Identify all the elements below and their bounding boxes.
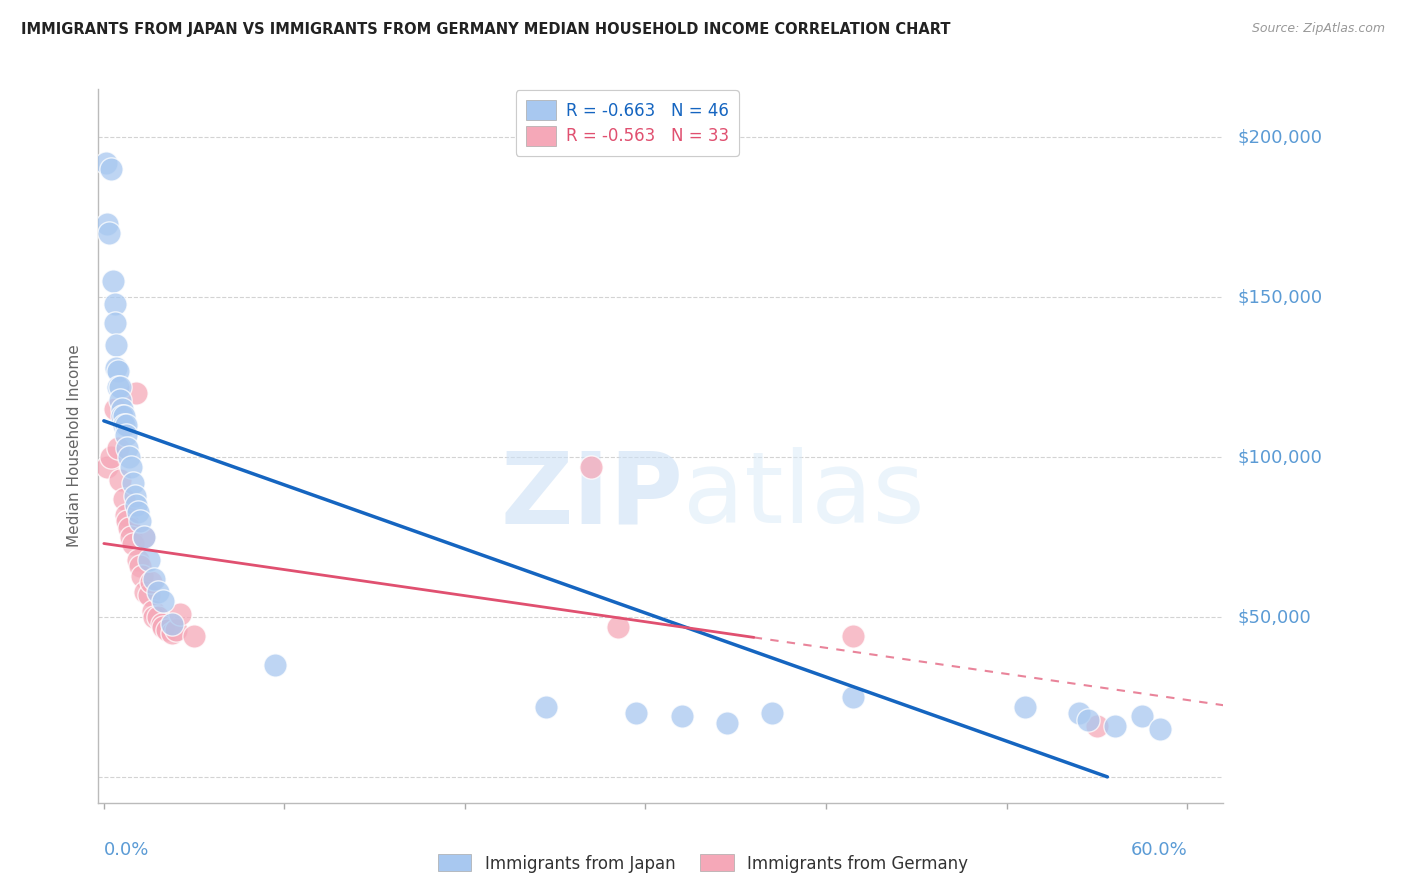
Point bbox=[112, 418, 135, 433]
Point bbox=[1104, 719, 1126, 733]
Point bbox=[143, 610, 166, 624]
Text: IMMIGRANTS FROM JAPAN VS IMMIGRANTS FROM GERMANY MEDIAN HOUSEHOLD INCOME CORRELA: IMMIGRANTS FROM JAPAN VS IMMIGRANTS FROM… bbox=[21, 22, 950, 37]
Point bbox=[114, 508, 136, 522]
Point bbox=[114, 418, 136, 433]
Point bbox=[96, 459, 118, 474]
Point bbox=[842, 629, 865, 643]
Point bbox=[125, 386, 148, 401]
Point bbox=[111, 409, 134, 423]
Text: $150,000: $150,000 bbox=[1237, 288, 1322, 306]
Point bbox=[129, 514, 152, 528]
Point bbox=[761, 706, 783, 721]
Point bbox=[626, 706, 648, 721]
Point bbox=[105, 360, 128, 375]
Point bbox=[1077, 713, 1099, 727]
Point bbox=[162, 626, 184, 640]
Point bbox=[162, 616, 184, 631]
Point bbox=[134, 584, 156, 599]
Point bbox=[581, 459, 603, 474]
Point bbox=[607, 620, 630, 634]
Point bbox=[716, 715, 738, 730]
Point bbox=[138, 552, 160, 566]
Point bbox=[139, 574, 162, 589]
Point bbox=[169, 607, 191, 621]
Point bbox=[142, 604, 165, 618]
Point bbox=[127, 505, 149, 519]
Point bbox=[124, 489, 146, 503]
Text: Source: ZipAtlas.com: Source: ZipAtlas.com bbox=[1251, 22, 1385, 36]
Point bbox=[1014, 699, 1036, 714]
Point bbox=[1085, 719, 1108, 733]
Point bbox=[118, 520, 141, 534]
Text: $50,000: $50,000 bbox=[1237, 608, 1310, 626]
Point bbox=[108, 473, 131, 487]
Point bbox=[146, 584, 169, 599]
Point bbox=[671, 709, 693, 723]
Point bbox=[129, 559, 152, 574]
Point bbox=[98, 226, 121, 240]
Point bbox=[108, 392, 131, 407]
Legend: R = -0.663   N = 46, R = -0.563   N = 33: R = -0.663 N = 46, R = -0.563 N = 33 bbox=[516, 90, 738, 155]
Point bbox=[131, 568, 153, 582]
Point bbox=[125, 498, 148, 512]
Point bbox=[112, 409, 135, 423]
Point bbox=[120, 530, 142, 544]
Point bbox=[101, 274, 124, 288]
Point bbox=[94, 156, 117, 170]
Text: atlas: atlas bbox=[683, 448, 925, 544]
Point bbox=[143, 572, 166, 586]
Point bbox=[104, 316, 127, 330]
Point bbox=[100, 450, 122, 465]
Point bbox=[104, 296, 127, 310]
Point bbox=[132, 530, 155, 544]
Point bbox=[96, 217, 118, 231]
Point bbox=[120, 459, 142, 474]
Point bbox=[111, 402, 134, 417]
Point bbox=[842, 690, 865, 705]
Point bbox=[114, 427, 136, 442]
Point bbox=[107, 364, 129, 378]
Point bbox=[1130, 709, 1153, 723]
Point bbox=[121, 536, 143, 550]
Point bbox=[127, 552, 149, 566]
Point bbox=[152, 620, 174, 634]
Point bbox=[150, 616, 173, 631]
Point bbox=[165, 623, 187, 637]
Text: $100,000: $100,000 bbox=[1237, 448, 1322, 467]
Point bbox=[117, 514, 139, 528]
Point bbox=[138, 588, 160, 602]
Point bbox=[112, 491, 135, 506]
Text: 0.0%: 0.0% bbox=[104, 841, 149, 859]
Legend: Immigrants from Japan, Immigrants from Germany: Immigrants from Japan, Immigrants from G… bbox=[432, 847, 974, 880]
Point bbox=[1149, 722, 1171, 736]
Point bbox=[107, 380, 129, 394]
Point bbox=[107, 441, 129, 455]
Point bbox=[118, 450, 141, 465]
Text: 60.0%: 60.0% bbox=[1130, 841, 1187, 859]
Point bbox=[152, 594, 174, 608]
Point bbox=[534, 699, 557, 714]
Point bbox=[132, 530, 155, 544]
Point bbox=[108, 380, 131, 394]
Point bbox=[100, 162, 122, 177]
Point bbox=[104, 402, 127, 417]
Point bbox=[264, 658, 287, 673]
Point bbox=[156, 623, 179, 637]
Point bbox=[117, 441, 139, 455]
Point bbox=[146, 610, 169, 624]
Y-axis label: Median Household Income: Median Household Income bbox=[67, 344, 83, 548]
Text: $200,000: $200,000 bbox=[1237, 128, 1322, 146]
Text: ZIP: ZIP bbox=[501, 448, 683, 544]
Point bbox=[121, 475, 143, 490]
Point bbox=[183, 629, 205, 643]
Point bbox=[105, 338, 128, 352]
Point bbox=[1067, 706, 1090, 721]
